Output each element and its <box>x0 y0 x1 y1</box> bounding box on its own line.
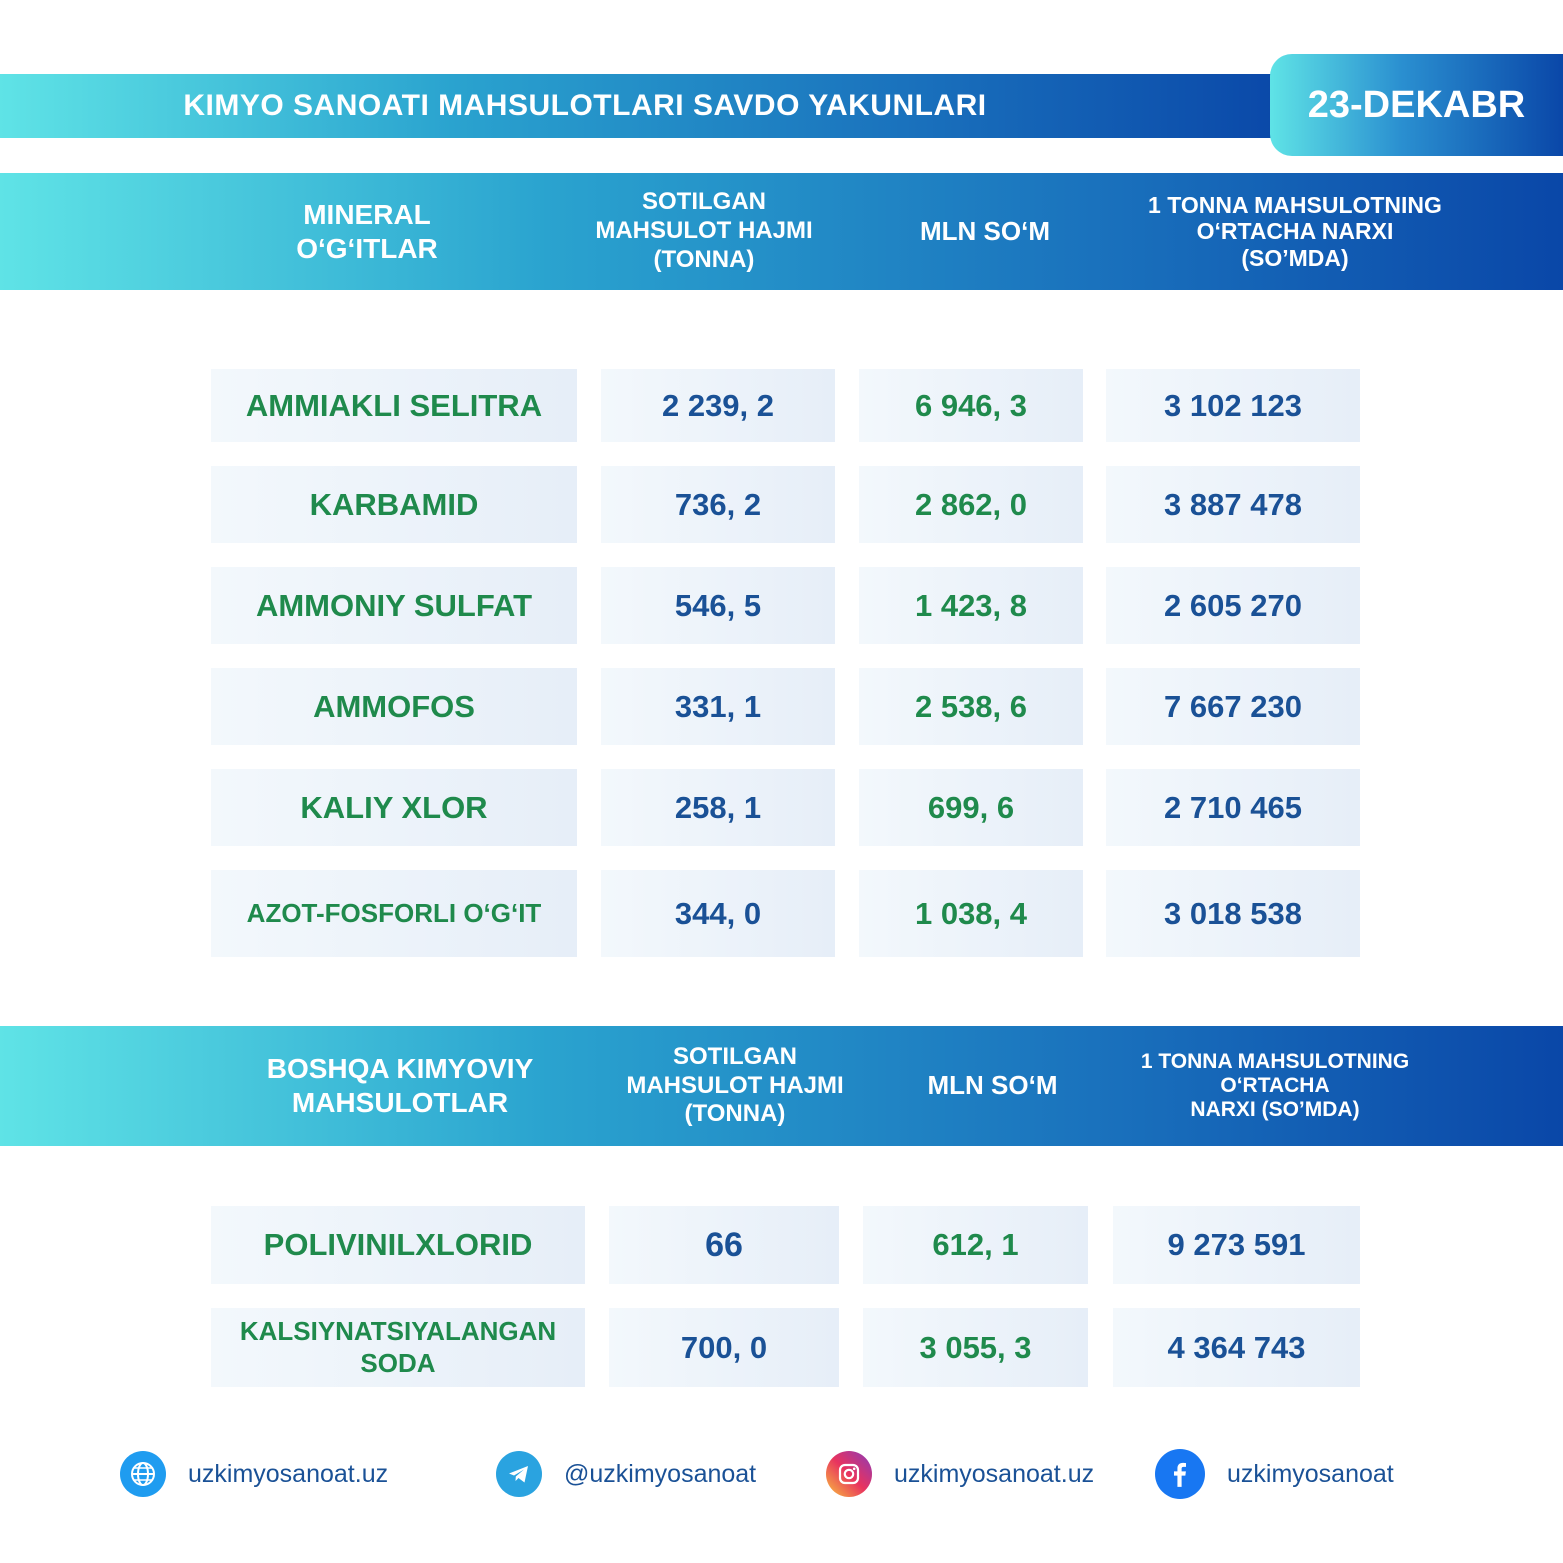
footer-telegram[interactable]: @uzkimyosanoat <box>496 1448 756 1500</box>
instagram-handle[interactable]: uzkimyosanoat.uz <box>894 1459 1095 1488</box>
instagram-icon <box>826 1451 872 1497</box>
row-name: AMMOFOS <box>211 668 577 745</box>
telegram-handle[interactable]: @uzkimyosanoat <box>564 1459 757 1488</box>
row-mln: 2 538, 6 <box>859 668 1083 745</box>
row-volume: 66 <box>609 1206 839 1284</box>
facebook-icon <box>1155 1449 1205 1499</box>
footer-facebook[interactable]: uzkimyosanoat <box>1155 1448 1394 1500</box>
row-mln: 6 946, 3 <box>859 369 1083 442</box>
row-volume: 344, 0 <box>601 870 835 957</box>
col-header-price: 1 TONNA MAHSULOTNING O‘RTACHA NARXI (SO’… <box>1140 1049 1410 1122</box>
row-price: 2 605 270 <box>1106 567 1360 644</box>
row-name: AMMIAKLI SELITRA <box>211 369 577 442</box>
row-price: 3 887 478 <box>1106 466 1360 543</box>
row-mln: 612, 1 <box>863 1206 1088 1284</box>
row-volume: 736, 2 <box>601 466 835 543</box>
row-volume: 258, 1 <box>601 769 835 846</box>
row-mln: 3 055, 3 <box>863 1308 1088 1387</box>
row-mln: 2 862, 0 <box>859 466 1083 543</box>
row-name: KALIY XLOR <box>211 769 577 846</box>
section-header-other: BOSHQA KIMYOVIY MAHSULOTLAR SOTILGAN MAH… <box>0 1026 1563 1146</box>
row-price: 9 273 591 <box>1113 1206 1360 1284</box>
row-name: KALSIYNATSIYALANGAN SODA <box>211 1308 585 1387</box>
row-mln: 1 423, 8 <box>859 567 1083 644</box>
col-header-category: BOSHQA KIMYOVIY MAHSULOTLAR <box>266 1053 534 1118</box>
row-name: AMMONIY SULFAT <box>211 567 577 644</box>
section-header-mineral: MINERAL O‘G‘ITLAR SOTILGAN MAHSULOT HAJM… <box>0 173 1563 290</box>
col-header-mln: MLN SO‘M <box>927 1070 1058 1101</box>
row-name: KARBAMID <box>211 466 577 543</box>
row-price: 3 018 538 <box>1106 870 1360 957</box>
row-price: 4 364 743 <box>1113 1308 1360 1387</box>
row-name: AZOT-FOSFORLI O‘G‘IT <box>211 870 577 957</box>
globe-icon <box>120 1451 166 1497</box>
date-badge: 23-DEKABR <box>1270 54 1563 156</box>
col-header-volume: SOTILGAN MAHSULOT HAJMI (TONNA) <box>626 1042 844 1128</box>
row-name: POLIVINILXLORID <box>211 1206 585 1284</box>
footer-website[interactable]: uzkimyosanoat.uz <box>120 1448 388 1500</box>
row-mln: 1 038, 4 <box>859 870 1083 957</box>
telegram-icon <box>496 1451 542 1497</box>
row-volume: 331, 1 <box>601 668 835 745</box>
col-header-category: MINERAL O‘G‘ITLAR <box>296 198 438 264</box>
website-link[interactable]: uzkimyosanoat.uz <box>188 1459 389 1488</box>
col-header-mln: MLN SO‘M <box>920 215 1050 246</box>
row-price: 2 710 465 <box>1106 769 1360 846</box>
row-price: 7 667 230 <box>1106 668 1360 745</box>
facebook-handle[interactable]: uzkimyosanoat <box>1227 1459 1394 1488</box>
row-price: 3 102 123 <box>1106 369 1360 442</box>
page-title: KIMYO SANOATI MAHSULOTLARI SAVDO YAKUNLA… <box>183 89 987 122</box>
col-header-price: 1 TONNA MAHSULOTNING O‘RTACHA NARXI (SO’… <box>1148 191 1442 271</box>
title-banner: KIMYO SANOATI MAHSULOTLARI SAVDO YAKUNLA… <box>0 74 1290 138</box>
date-label: 23-DEKABR <box>1307 83 1526 126</box>
row-volume: 546, 5 <box>601 567 835 644</box>
row-volume: 2 239, 2 <box>601 369 835 442</box>
col-header-volume: SOTILGAN MAHSULOT HAJMI (TONNA) <box>595 188 813 273</box>
row-mln: 699, 6 <box>859 769 1083 846</box>
footer-instagram[interactable]: uzkimyosanoat.uz <box>826 1448 1094 1500</box>
row-volume: 700, 0 <box>609 1308 839 1387</box>
